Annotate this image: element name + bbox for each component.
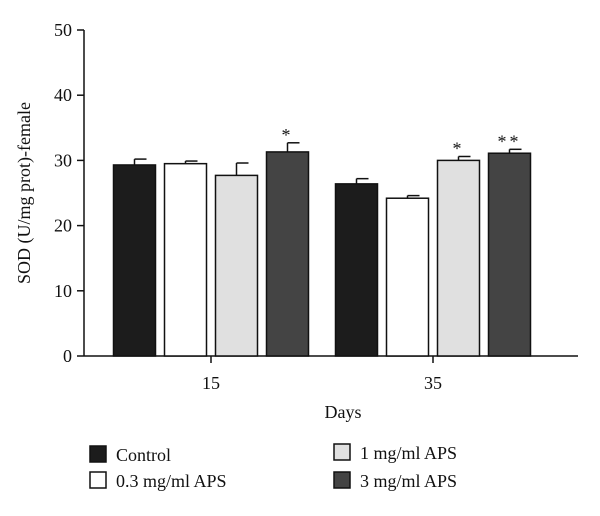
y-tick-label: 50 <box>54 20 72 40</box>
bar-0-3-mg-ml-aps-day-15 <box>163 162 208 357</box>
bar-3-mg-ml-aps-day-15 <box>265 151 310 357</box>
bar-control-day-35 <box>334 183 379 357</box>
legend-label: 1 mg/ml APS <box>360 443 457 463</box>
y-axis-title: SOD (U/mg prot)-female <box>14 102 35 284</box>
y-axis-ticks: 0 10 20 30 40 50 <box>54 20 84 366</box>
significance-marker: * <box>282 125 294 145</box>
y-tick-label: 20 <box>54 216 72 236</box>
y-tick-label: 10 <box>54 281 72 301</box>
legend-label: 3 mg/ml APS <box>360 471 457 491</box>
legend-swatch <box>89 445 107 463</box>
x-axis-title: Days <box>325 402 362 422</box>
x-tick-label: 15 <box>202 373 220 393</box>
bar-control-day-15 <box>112 164 157 357</box>
legend-swatch <box>89 471 107 489</box>
legend-label: 0.3 mg/ml APS <box>116 471 227 491</box>
x-axis-ticks: 15 35 <box>202 356 442 393</box>
bar-1-mg-ml-aps-day-35 <box>436 159 481 357</box>
bar-0-3-mg-ml-aps-day-35 <box>385 197 430 357</box>
legend-swatch <box>333 471 351 489</box>
legend-label: Control <box>116 445 171 465</box>
y-tick-label: 30 <box>54 150 72 170</box>
bars-group: ** ** <box>112 125 532 357</box>
x-tick-label: 35 <box>424 373 442 393</box>
bar-1-mg-ml-aps-day-15 <box>214 174 259 357</box>
significance-marker: ** <box>498 131 522 151</box>
legend: Control 0.3 mg/ml APS 1 mg/ml APS 3 mg/ml A… <box>89 443 457 491</box>
y-tick-label: 0 <box>63 346 72 366</box>
legend-swatch <box>333 443 351 461</box>
bar-3-mg-ml-aps-day-35 <box>487 152 532 357</box>
y-tick-label: 40 <box>54 85 72 105</box>
significance-marker: * <box>453 138 465 158</box>
